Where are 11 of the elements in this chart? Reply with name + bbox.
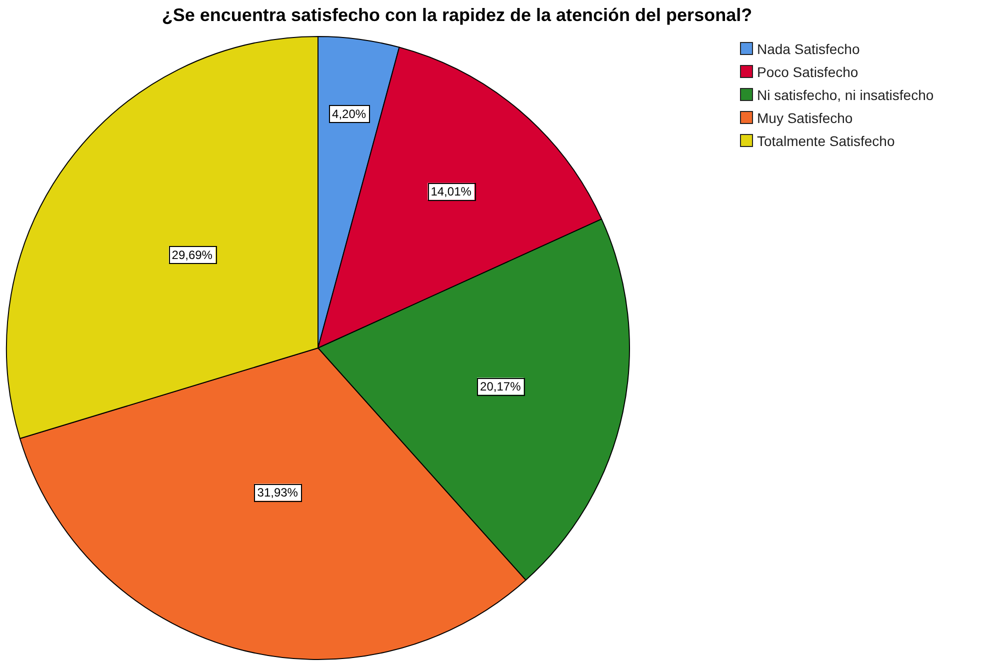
- data-label: 20,17%: [480, 380, 522, 394]
- legend-label: Poco Satisfecho: [757, 64, 858, 80]
- legend-label: Totalmente Satisfecho: [757, 132, 895, 148]
- legend-label: Muy Satisfecho: [757, 110, 853, 126]
- data-label: 29,69%: [172, 248, 213, 262]
- data-label: 4,20%: [332, 107, 366, 122]
- legend-label: Nada Satisfecho: [757, 40, 860, 56]
- data-label: 14,01%: [430, 184, 472, 199]
- chart-title: ¿Se encuentra satisfecho con la rapidez de la atención del personal?: [160, 5, 754, 26]
- data-label: 31,93%: [257, 486, 298, 500]
- legend-label: Ni satisfecho, ni insatisfecho: [757, 86, 934, 102]
